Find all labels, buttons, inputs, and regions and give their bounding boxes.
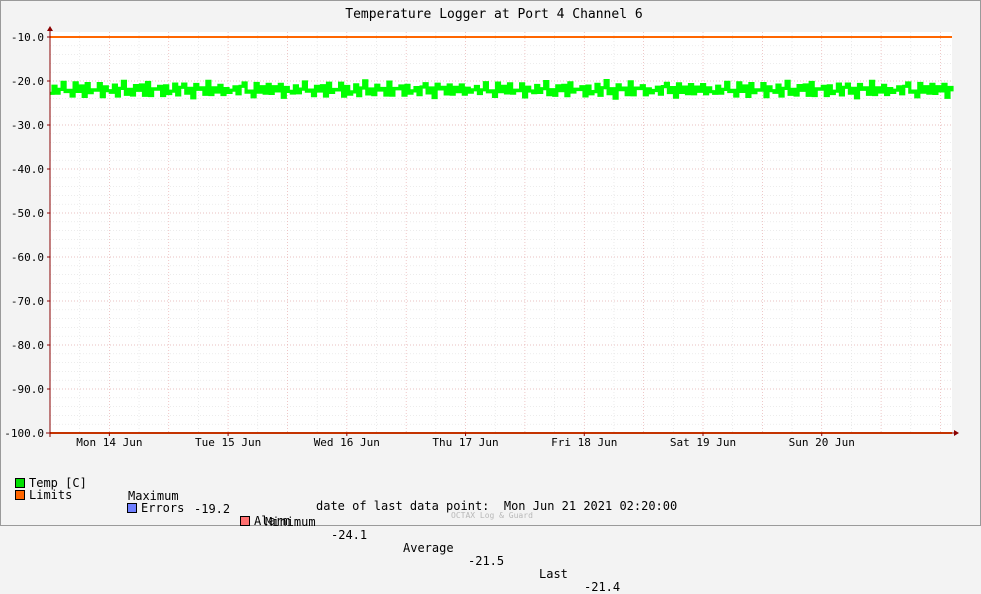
y-tick-label: -40.0: [11, 163, 44, 176]
legend-label-alarm: Alarm: [254, 514, 291, 528]
last-data-point-label: date of last data point:: [316, 499, 490, 513]
stat-maximum-label: Maximum: [128, 489, 179, 503]
legend-label-temp: Temp [C]: [29, 476, 87, 490]
stat-average-value: -21.5: [468, 554, 505, 568]
legend-label-limits: Limits: [29, 488, 73, 502]
y-tick-label: -30.0: [11, 119, 44, 132]
legend-item-errors: Errors: [127, 502, 184, 515]
x-tick-label: Fri 18 Jun: [551, 436, 617, 449]
legend-item-alarm: Alarm: [240, 515, 290, 528]
x-tick-label: Sat 19 Jun: [670, 436, 736, 449]
y-axis-arrow-icon: [47, 26, 53, 31]
chart-canvas: Temperature Logger at Port 4 Channel 6 -…: [4, 7, 959, 449]
y-tick-label: -80.0: [11, 339, 44, 352]
x-tick-label: Thu 17 Jun: [432, 436, 498, 449]
y-tick-label: -10.0: [11, 31, 44, 44]
stat-maximum-value: -19.2: [194, 502, 231, 516]
y-tick-label: -100.0: [4, 427, 44, 440]
x-tick-label: Tue 15 Jun: [195, 436, 261, 449]
limits-swatch-icon: [15, 490, 25, 500]
y-tick-label: -90.0: [11, 383, 44, 396]
last-data-point-value: Mon Jun 21 2021 02:20:00: [503, 499, 678, 513]
errors-swatch-icon: [127, 503, 137, 513]
alarm-swatch-icon: [240, 516, 250, 526]
stat-average-label: Average: [403, 541, 454, 555]
x-axis-arrow-icon: [954, 430, 959, 436]
y-tick-label: -70.0: [11, 295, 44, 308]
stat-last-label: Last: [539, 567, 568, 581]
chart-title: Temperature Logger at Port 4 Channel 6: [345, 7, 642, 22]
legend-item-temp: Temp [C]: [15, 477, 87, 490]
y-tick-label: -60.0: [11, 251, 44, 264]
legend-item-limits: Limits: [15, 489, 72, 502]
temp-swatch-icon: [15, 478, 25, 488]
y-tick-labels: -10.0 -20.0 -30.0 -40.0 -50.0 -60.0 -70.0 -80.0…: [4, 31, 50, 440]
temp-series-line: [50, 79, 954, 100]
x-tick-labels: Mon 14 Jun Tue 15 Jun Wed 16 Jun Thu 17 Jun…: [76, 433, 855, 449]
legend-label-errors: Errors: [141, 501, 185, 515]
last-data-point: date of last data point: Mon Jun 21 2021…: [316, 499, 677, 513]
axes: [46, 26, 959, 437]
watermark: OCTAX Log & Guard: [451, 511, 533, 520]
y-tick-label: -20.0: [11, 75, 44, 88]
stat-last-value: -21.4: [584, 580, 621, 594]
stat-minimum-value: -24.1: [331, 528, 368, 542]
x-tick-label: Wed 16 Jun: [314, 436, 380, 449]
legend-row-2: Limits Errors Alarm: [15, 476, 290, 528]
x-tick-label: Sun 20 Jun: [789, 436, 855, 449]
x-tick-label: Mon 14 Jun: [76, 436, 142, 449]
stat-minimum-label: Minimum: [265, 515, 316, 529]
y-tick-label: -50.0: [11, 207, 44, 220]
